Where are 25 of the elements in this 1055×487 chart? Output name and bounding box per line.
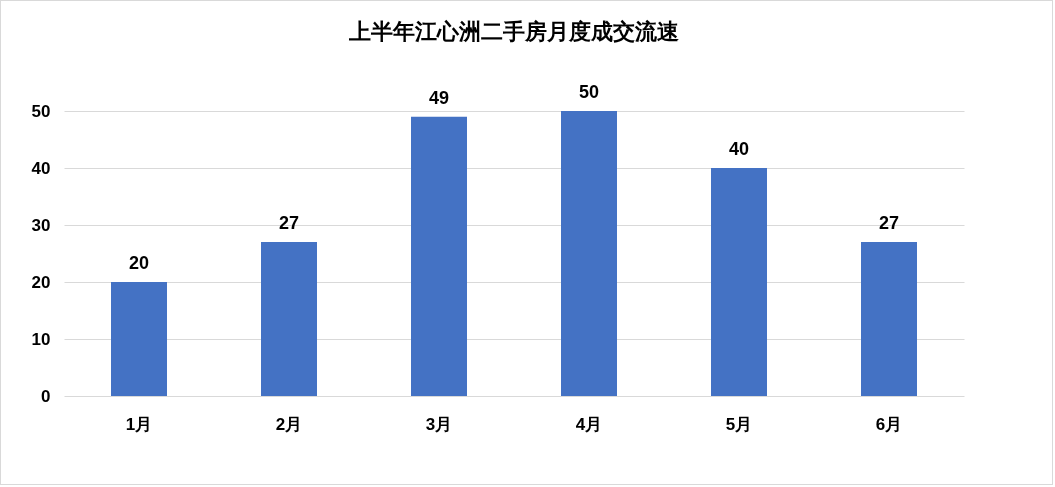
bar	[711, 168, 767, 396]
chart-title: 上半年江心洲二手房月度成交流速	[348, 19, 679, 44]
bar	[561, 111, 617, 396]
bar	[111, 282, 167, 396]
y-tick-label: 50	[31, 101, 51, 121]
y-tick-label: 30	[31, 215, 51, 235]
x-tick-label: 6月	[875, 414, 903, 434]
data-label: 50	[578, 82, 600, 102]
x-tick-label: 2月	[275, 414, 303, 434]
x-tick-label: 4月	[575, 414, 603, 434]
data-label: 20	[128, 253, 150, 273]
x-tick-label: 5月	[725, 414, 753, 434]
data-label: 40	[728, 139, 750, 159]
data-label: 49	[428, 87, 450, 108]
y-tick-label: 20	[31, 272, 51, 292]
bar	[411, 116, 467, 396]
y-tick-label: 10	[31, 329, 51, 349]
data-label: 27	[278, 213, 300, 234]
bar	[261, 242, 317, 396]
x-tick-label: 3月	[425, 414, 453, 434]
x-tick-label: 1月	[125, 414, 153, 434]
y-tick-label: 0	[41, 386, 51, 406]
y-tick-label: 40	[31, 158, 51, 178]
bar	[861, 242, 917, 396]
data-label: 27	[878, 213, 900, 234]
